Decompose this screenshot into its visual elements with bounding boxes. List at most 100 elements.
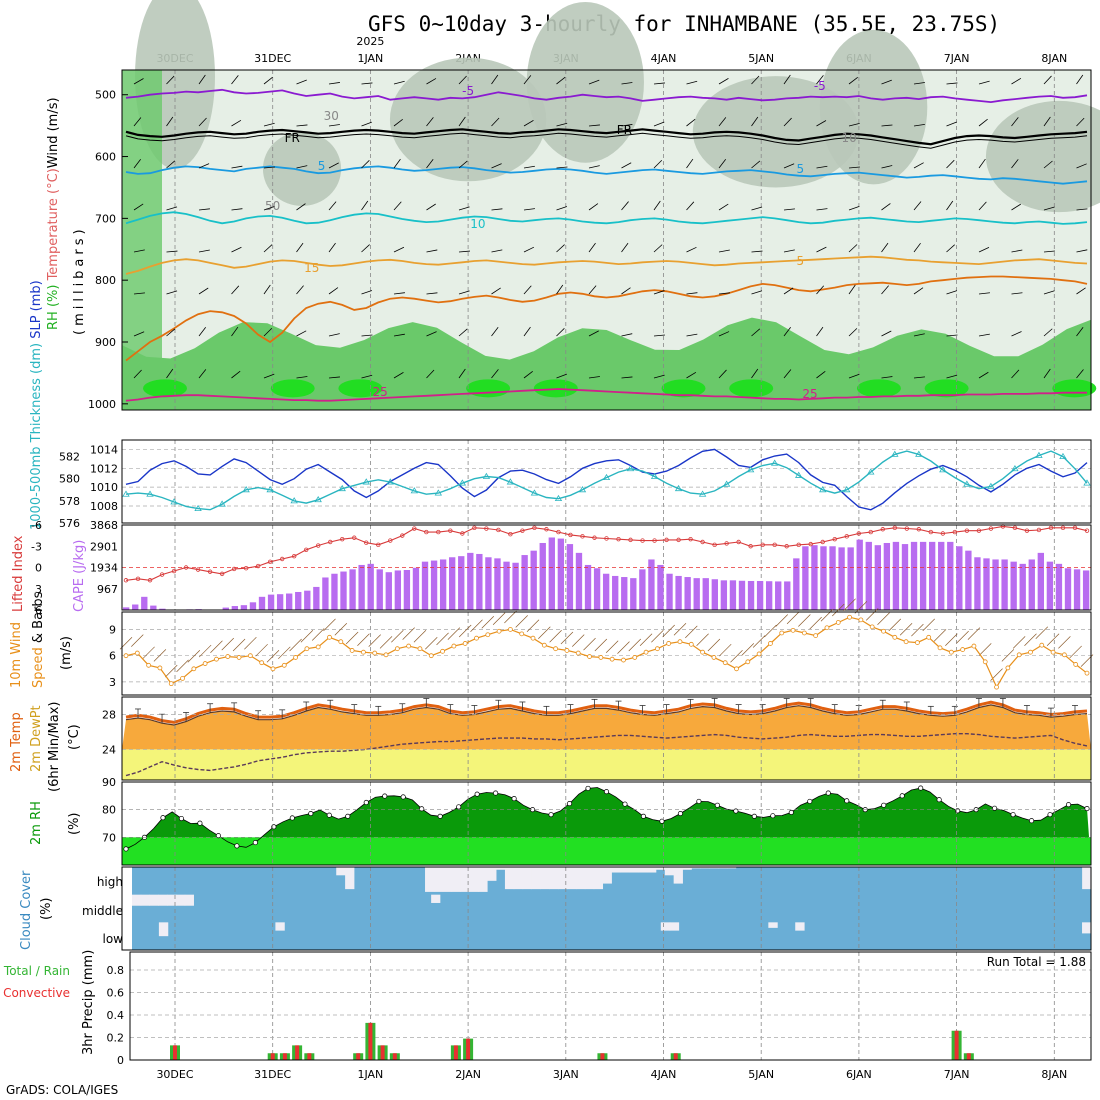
wind10-marker [281,662,287,668]
temp2m-ylabel-text: 2m Temp [9,712,24,772]
wind-barb [718,203,729,211]
li-ytick: -3 [31,540,42,553]
wind-barb [1011,331,1022,337]
wind-barb [621,376,633,379]
wind10-marker [553,646,559,652]
cape-bar [530,550,537,610]
thickness-marker [410,487,419,494]
li-marker [688,536,693,542]
wind10-marker [293,655,298,660]
wind-barb [913,82,925,85]
slp-ylabel-text: 1000-500mb Thickness (dm) SLP (mb) [29,280,44,530]
li-marker [844,534,849,539]
li-line [125,525,1088,581]
wind10-barb [1001,649,1015,662]
rh2m-marker [585,785,591,791]
li-marker [1024,528,1030,533]
wind10-marker [428,653,434,659]
wind10-ylabel2-text: Speed & Barbs [31,591,46,688]
cape-bar [793,558,800,610]
rh2m-marker [788,809,794,815]
wind10-barb [470,619,483,632]
wind-barb [653,334,665,337]
upper-ylabel-units: (millibars) [72,225,87,335]
wind10-barb [877,612,890,625]
li-marker [508,532,513,537]
wind10-barb [865,608,879,621]
wind10-barb [786,611,800,625]
wind-barb [263,122,275,127]
cape-bar [141,596,148,610]
li-marker [231,566,237,572]
cloud-cell-high [718,867,728,869]
wind-barb [231,285,240,295]
wind-barb [133,369,142,379]
upper-ytick: 800 [95,274,116,287]
cape-bar [584,564,592,610]
wind-barb [816,371,826,379]
cape-bar [765,581,773,610]
wind10-barb [244,636,257,650]
rh2m-marker [289,815,295,821]
wind-barb [588,285,597,295]
wind-barb [361,160,370,169]
wind-barb [523,370,533,379]
wind-barb [751,250,763,253]
wind10-marker [1016,652,1022,658]
wind-barb [881,203,891,211]
cape-bar [738,580,746,610]
wind-barb [393,246,405,253]
wind10-barb [334,622,348,636]
wind-barb [458,250,470,253]
cape-bar [286,593,293,610]
li-marker [916,527,922,532]
wind10-marker [519,631,525,637]
rh2m-marker [234,843,240,849]
wind-barb [231,75,239,85]
wind10-marker [756,651,762,657]
wind-barb [848,166,860,169]
wind-barb [198,163,210,169]
cape-bar [1037,552,1045,610]
wind10-marker [474,635,479,641]
contour-label: 10 [841,131,856,145]
wind-barb [946,374,958,379]
temp2m-ylabel-text: (6hr Min/Max) [47,702,62,792]
temp2m-ytick: 24 [102,743,116,756]
li-marker [352,535,357,540]
wind10-marker [315,644,321,650]
wind-barb [491,369,499,379]
cape-bar [1010,561,1017,610]
wind-barb [978,80,990,85]
rh2m-marker [252,840,258,846]
cloud-cell-high [425,867,435,892]
isotherm-25 [125,388,1087,402]
cape-bar [874,545,881,610]
li-marker [328,539,333,545]
wind10-marker [361,649,366,655]
wind-barb [1011,117,1019,127]
cloud-cell-high [682,867,692,870]
wind10-barb [730,650,743,663]
wind-barb [556,166,568,169]
wind-barb [588,330,599,337]
wind-barb [783,326,791,337]
wind10-marker [982,659,988,665]
rh2m-marker [696,798,702,804]
thick-ytick: 578 [59,495,80,508]
wind10-marker [609,656,615,662]
cape-ytick: 2901 [90,540,118,553]
li-marker [388,538,393,543]
cloud-cell-high [531,867,541,890]
rh2m-marker [308,810,314,817]
rh2m-marker [844,798,850,804]
wind-barb [263,76,273,85]
temp2m-ylabel: (6hr Min/Max) [47,702,62,792]
rh2m-marker [123,846,129,852]
li-marker [195,567,201,572]
cape-bar [612,575,619,610]
wind-barb [621,201,629,211]
wind-barb [296,165,308,169]
wind10-marker [677,639,683,645]
wind10-barb [967,627,981,640]
